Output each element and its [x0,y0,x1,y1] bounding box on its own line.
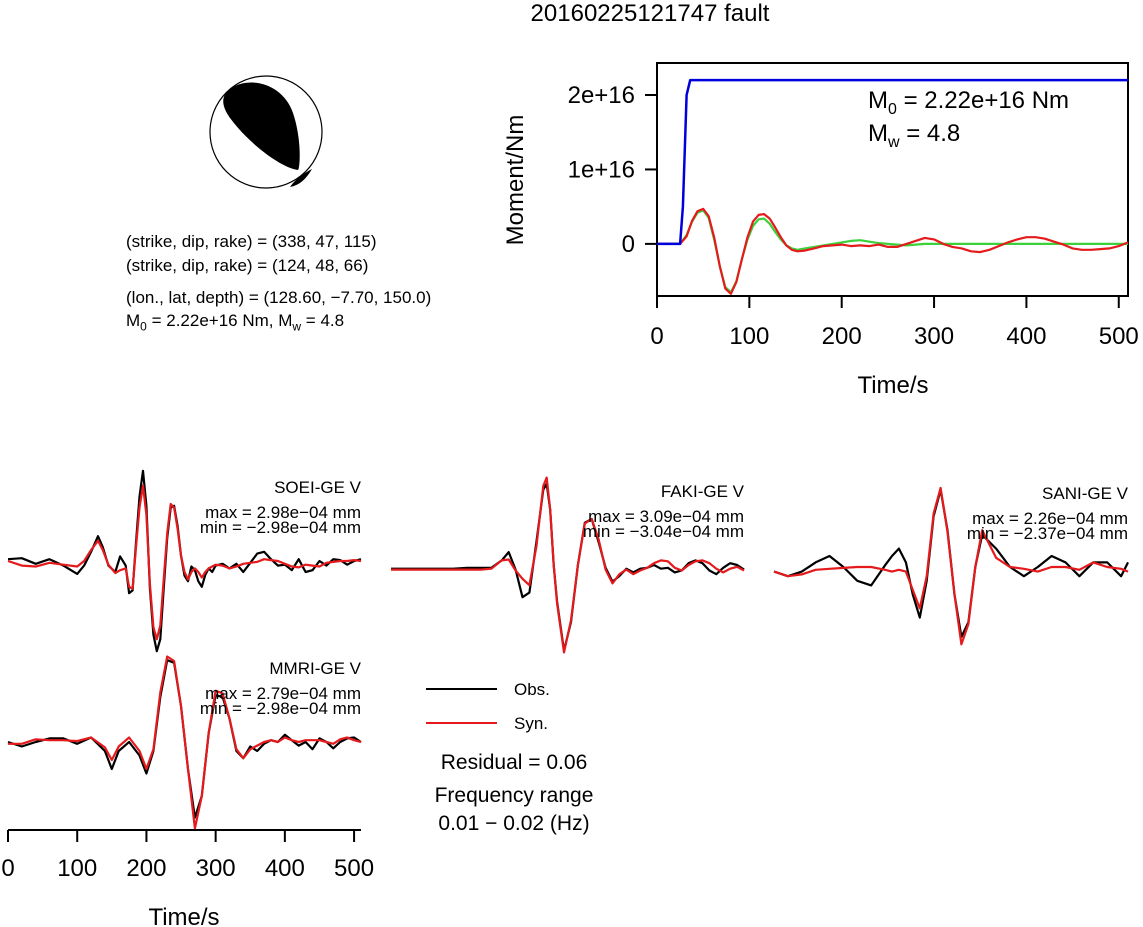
moment-series-synthetic [657,207,1129,295]
waveform-synthetic-faki-ge [391,476,745,654]
moment-series-moment [657,78,1128,246]
m0-text: = 2.22e+16 Nm, [146,311,279,330]
legend-observed-label: Obs. [514,680,550,699]
waveform-x-tick-label: 400 [265,855,305,882]
mw-text: = 4.8 [301,311,345,330]
beachball-compression-quadrant-2 [290,169,312,187]
moment-x-tick-label: 200 [822,323,862,350]
legend-synthetic-label: Syn. [514,714,548,733]
legend: Obs. Syn. [426,680,550,733]
moment-series-green [657,209,1128,294]
moment-y-axis-label: Moment/Nm [502,115,529,246]
station-label: FAKI-GE V [661,482,745,501]
waveform-x-axis: Time/s 0 100 200 300 400 500 [1,829,374,927]
max-amplitude-label: max = 2.98e−04 mm [205,503,361,522]
waveform-synthetic-soei-ge [7,484,362,641]
min-amplitude-label: min = −3.04e−04 mm [583,522,744,541]
moment-magnitude-line: M0 = 2.22e+16 Nm, Mw = 4.8 [126,311,344,333]
station-label: SOEI-GE V [274,478,362,497]
mw-symbol: M [278,311,293,330]
residual-text: Residual = 0.06 [441,751,588,774]
waveform-x-tick-label: 200 [126,855,166,882]
max-amplitude-label: max = 2.26e−04 mm [972,509,1128,528]
beachball [209,75,323,189]
min-amplitude-label: min = −2.98e−04 mm [200,518,361,537]
nodal-plane-2: (strike, dip, rake) = (124, 48, 66) [126,256,369,275]
waveform-synthetic-mmri-ge [8,655,362,830]
waveform-x-axis-label: Time/s [148,904,219,927]
waveform-x-tick-label: 0 [1,855,14,882]
moment-y-tick-label: 2e+16 [568,82,635,109]
moment-series-group [657,78,1129,295]
beachball-compression-quadrant-1 [223,82,300,170]
moment-x-tick-label: 0 [650,323,663,350]
min-amplitude-label: min = −2.98e−04 mm [200,699,361,718]
moment-x-axis: 0 100 200 300 400 500 [650,296,1139,350]
moment-y-axis: 0 1e+16 2e+16 [568,82,657,258]
moment-x-tick-label: 400 [1006,323,1046,350]
moment-annotation-mw: Mw = 4.8 [868,120,960,151]
moment-annotation-m0: M0 = 2.22e+16 Nm [868,87,1069,118]
max-amplitude-label: max = 2.79e−04 mm [205,684,361,703]
m0-subscript: 0 [140,319,147,334]
moment-x-tick-label: 300 [914,323,954,350]
moment-x-tick-label: 100 [729,323,769,350]
moment-y-tick-label: 0 [622,231,635,258]
moment-rate-panel: 0 100 200 300 400 500 0 1e+16 2e+16 Time/s Mome… [502,62,1139,399]
mw-subscript: w [292,319,302,334]
m0-symbol: M [126,311,141,330]
hypocenter-location: (lon., lat, depth) = (128.60, −7.70, 150… [126,288,432,307]
min-amplitude-label: min = −2.37e−04 mm [967,524,1128,543]
nodal-plane-1: (strike, dip, rake) = (338, 47, 115) [126,232,377,251]
frequency-range-value: 0.01 − 0.02 (Hz) [438,812,589,835]
moment-x-tick-label: 500 [1099,323,1139,350]
frequency-range-title: Frequency range [435,784,594,807]
moment-plot-frame [656,62,1129,297]
page-title: 20160225121747 fault [530,0,770,27]
waveform-x-tick-label: 300 [196,855,236,882]
max-amplitude-label: max = 3.09e−04 mm [588,507,744,526]
moment-y-tick-label: 1e+16 [568,156,635,183]
station-label: SANI-GE V [1042,484,1129,503]
waveform-synthetic-sani-ge [773,486,1129,646]
waveform-observed-soei-ge [7,469,362,653]
waveform-x-tick-label: 500 [334,855,374,882]
moment-x-axis-label: Time/s [857,372,928,399]
waveform-x-tick-label: 100 [57,855,97,882]
station-label: MMRI-GE V [269,659,361,678]
